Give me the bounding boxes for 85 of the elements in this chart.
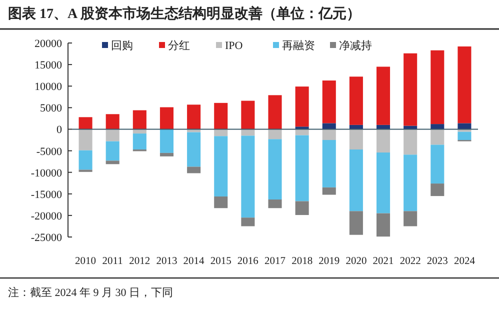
bar xyxy=(160,152,174,156)
bar xyxy=(241,100,255,130)
bar xyxy=(458,132,472,140)
y-tick-label: -20000 xyxy=(30,210,62,222)
bar xyxy=(132,134,146,150)
x-tick-label: 2022 xyxy=(400,256,421,267)
bar xyxy=(376,213,390,237)
bar xyxy=(78,117,92,130)
legend-label: 净减持 xyxy=(339,39,372,52)
bar xyxy=(78,150,92,170)
y-tick-label: 15000 xyxy=(34,60,62,72)
bar xyxy=(106,114,120,130)
bar xyxy=(349,211,363,235)
bar xyxy=(376,66,390,125)
bar xyxy=(349,149,363,212)
bar xyxy=(160,107,174,130)
bar xyxy=(187,166,201,174)
bar xyxy=(430,129,444,145)
y-tick-label: 20000 xyxy=(34,38,62,50)
bar xyxy=(322,80,336,124)
y-tick-label: 5000 xyxy=(40,102,62,115)
x-tick-label: 2011 xyxy=(102,256,123,267)
bar xyxy=(214,196,228,208)
chart-title: 图表 17、A 股资本市场生态结构明显改善（单位：亿元） xyxy=(8,5,360,22)
x-tick-label: 2015 xyxy=(210,256,232,267)
bar xyxy=(268,139,282,200)
bar xyxy=(106,129,120,142)
x-tick-label: 2013 xyxy=(156,256,178,267)
bar xyxy=(404,53,418,126)
y-tick-label: -10000 xyxy=(30,167,62,180)
bar xyxy=(268,199,282,208)
x-tick-label: 2016 xyxy=(237,256,258,267)
bar xyxy=(160,129,174,153)
bar xyxy=(241,136,255,218)
bar xyxy=(295,129,309,136)
y-tick-label: 10000 xyxy=(34,81,62,94)
bar xyxy=(458,46,472,124)
bar xyxy=(241,218,255,226)
bar xyxy=(349,129,363,150)
x-tick-label: 2018 xyxy=(292,256,313,267)
bar xyxy=(404,129,418,155)
y-tick-label: -15000 xyxy=(30,188,62,201)
bar xyxy=(106,141,120,161)
y-tick-label: -5000 xyxy=(36,146,62,158)
bar xyxy=(268,129,282,140)
bar xyxy=(295,86,309,127)
bar xyxy=(404,211,418,226)
bar xyxy=(430,144,444,184)
x-tick-label: 2024 xyxy=(454,256,476,267)
legend-label: IPO xyxy=(225,40,243,52)
x-tick-label: 2023 xyxy=(426,256,448,267)
bar xyxy=(349,76,363,125)
bar xyxy=(322,140,336,188)
text: 注：截至 2024 年 9 月 30 日，下同 xyxy=(8,286,173,299)
legend-label: 回购 xyxy=(111,40,133,52)
bar xyxy=(106,160,120,164)
bar xyxy=(187,132,201,167)
bar xyxy=(430,50,444,124)
bar xyxy=(268,95,282,130)
bar xyxy=(404,154,418,212)
x-tick-label: 2012 xyxy=(129,256,150,267)
bar xyxy=(322,129,336,140)
x-tick-label: 2014 xyxy=(183,256,206,267)
x-tick-label: 2019 xyxy=(318,256,340,267)
x-tick-label: 2021 xyxy=(372,256,394,267)
bar xyxy=(78,129,92,150)
bar xyxy=(376,129,390,152)
bar xyxy=(241,129,255,136)
x-tick-label: 2017 xyxy=(264,256,286,267)
legend-label: 分红 xyxy=(168,40,190,52)
y-tick-label: 0 xyxy=(56,124,62,136)
bar xyxy=(376,152,390,214)
bar xyxy=(214,102,228,130)
x-tick-label: 2010 xyxy=(75,256,96,267)
bar xyxy=(322,187,336,195)
legend-label: 再融资 xyxy=(282,40,315,52)
bar xyxy=(430,184,444,196)
bar xyxy=(214,136,228,196)
bar xyxy=(295,201,309,216)
bar xyxy=(187,104,201,130)
bar xyxy=(214,129,228,136)
bar xyxy=(295,135,309,202)
y-tick-label: -25000 xyxy=(30,232,62,244)
bar xyxy=(132,110,146,130)
x-tick-label: 2020 xyxy=(346,256,367,267)
